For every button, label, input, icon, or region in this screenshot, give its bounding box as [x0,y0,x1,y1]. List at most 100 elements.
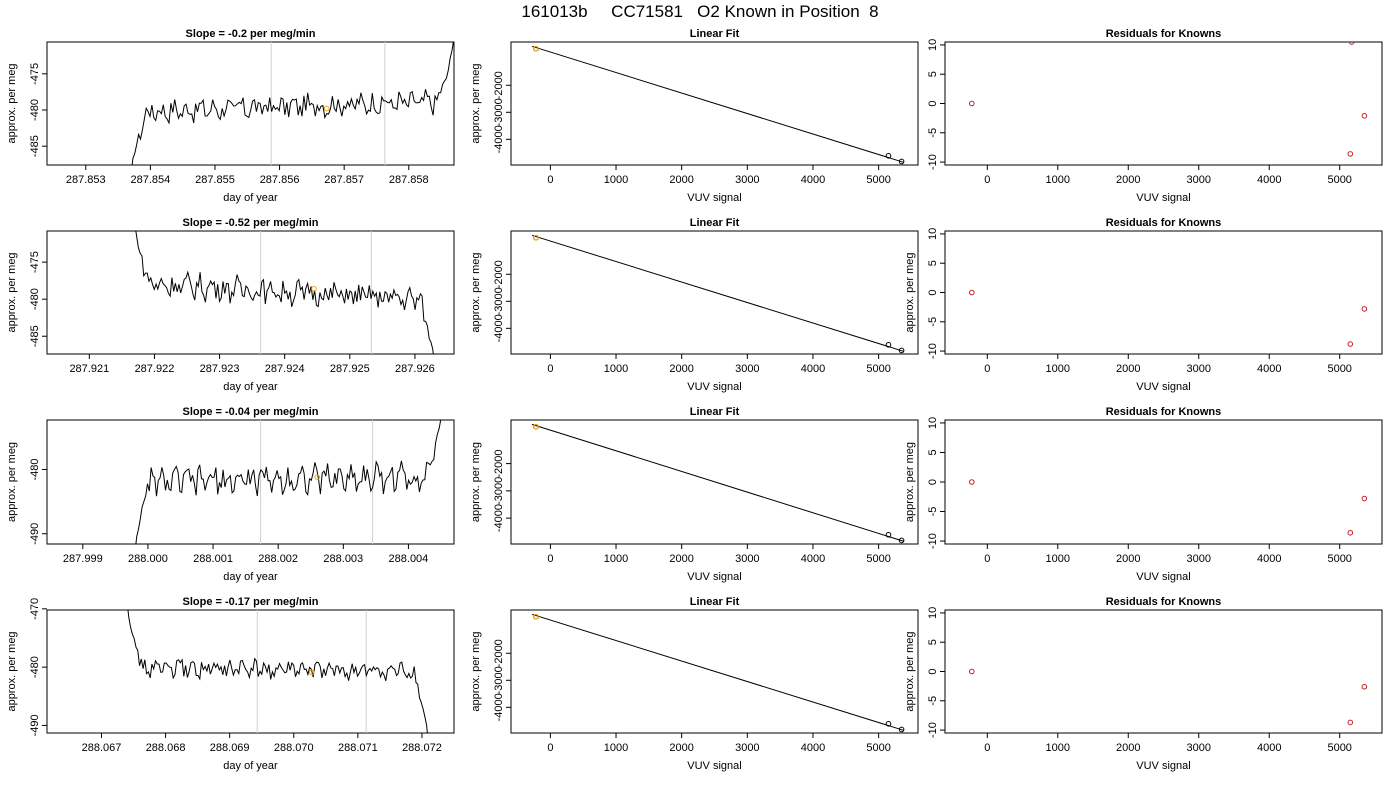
panel-title: Linear Fit [690,217,740,229]
x-tick-label: 288.004 [389,553,429,565]
y-axis-label: approx. per meg [470,63,482,143]
x-tick-label: 288.001 [193,553,233,565]
x-tick-label: 287.854 [130,174,170,186]
x-axis-label: VUV signal [687,192,741,204]
residual-point [968,100,975,107]
y-tick-label: -4000 [493,125,505,153]
y-tick-label: 0 [927,289,939,295]
plot-area [968,479,1368,536]
x-tick-label: 287.924 [265,363,305,375]
panel-title: Linear Fit [690,406,740,418]
x-tick-label: 287.923 [200,363,240,375]
y-tick-label: 10 [927,39,939,51]
x-tick-label: 0 [984,363,990,375]
x-tick-label: 2000 [1116,363,1140,375]
x-tick-label: 3000 [735,363,759,375]
y-axis-label: approx. per meg [470,442,482,522]
data-point [885,153,892,159]
x-tick-label: 5000 [866,363,890,375]
data-point [885,531,892,538]
x-axis-label: VUV signal [1136,760,1190,772]
highlight-point [533,613,539,620]
x-tick-label: 1000 [604,553,628,565]
x-tick-label: 1000 [604,363,628,375]
x-tick-label: 288.003 [323,553,363,565]
x-tick-label: 4000 [801,553,825,565]
plot-frame [46,609,455,734]
x-tick-label: 287.922 [135,363,175,375]
panel-title: Linear Fit [690,28,740,40]
panel-2-2: Linear Fit 0 1000 2000 3000 4000 5000 -2000-300… [470,217,919,393]
fit-line [531,45,904,163]
plot-frame [510,609,919,734]
residual-point [968,479,975,485]
residual-point [968,668,975,675]
data-point [885,342,892,348]
fit-line [531,423,904,542]
panel-title: Residuals for Knowns [1106,28,1222,40]
y-tick-label: 10 [927,607,939,619]
panel-title: Residuals for Knowns [1106,406,1222,418]
plot-area [968,668,1368,726]
x-tick-label: 4000 [801,174,825,186]
x-tick-label: 5000 [866,742,890,754]
x-tick-label: 0 [547,553,553,565]
highlight-point [533,234,539,241]
y-axis-label: approx. per meg [904,252,916,332]
panel-4-2: Linear Fit 0 1000 2000 3000 4000 5000 -2000-300… [470,596,919,772]
panel-title: Slope = -0.52 per meg/min [182,217,318,229]
residual-point [1347,719,1354,726]
x-tick-label: 0 [984,553,990,565]
residual-point [1361,683,1368,690]
x-tick-label: 2000 [1116,742,1140,754]
panel-title: Linear Fit [690,596,740,608]
y-tick-label: -480 [29,458,41,480]
x-axis-label: day of year [223,381,278,393]
mean-marker [311,285,317,292]
x-tick-label: 5000 [1327,174,1351,186]
y-tick-label: -480 [29,99,41,121]
x-tick-label: 287.926 [395,363,435,375]
panel-2-3: Residuals for Knowns 0 1000 2000 3000 4000 500… [904,217,1383,393]
x-tick-label: 288.070 [274,742,314,754]
x-tick-label: 5000 [1327,742,1351,754]
y-tick-label: 10 [927,417,939,429]
x-tick-label: 288.071 [338,742,378,754]
panel-title: Residuals for Knowns [1106,217,1222,229]
x-tick-label: 3000 [735,174,759,186]
y-tick-label: 5 [927,449,939,455]
plot-frame [944,419,1383,545]
data-point [898,347,905,354]
fit-line [531,613,904,731]
panel-2-1: Slope = -0.52 per meg/min 287.921 287.922 2… [6,217,455,393]
y-tick-label: -5 [927,507,939,517]
y-tick-label: -470 [29,598,41,620]
y-tick-label: -480 [29,656,41,678]
x-tick-label: 5000 [1327,553,1351,565]
panel-1-2: Linear Fit 0 1000 2000 3000 4000 5000 -2000-300… [470,28,919,204]
y-axis-label: approx. per meg [904,631,916,711]
x-axis-label: day of year [223,571,278,583]
x-axis-label: VUV signal [687,381,741,393]
fit-line [531,234,904,352]
x-tick-label: 0 [984,174,990,186]
y-tick-label: -5 [927,317,939,327]
residual-point [968,289,975,296]
x-tick-label: 287.853 [66,174,106,186]
y-tick-label: 5 [927,260,939,266]
y-tick-label: -10 [927,722,939,738]
mean-marker [323,105,330,112]
y-tick-label: -2000 [493,260,505,288]
y-axis-label: approx. per meg [470,252,482,332]
plot-frame [46,230,455,355]
residual-point [1347,151,1354,157]
panel-1-3: Residuals for Knowns 0 1000 2000 3000 4000 500… [927,28,1383,204]
x-axis-label: VUV signal [687,571,741,583]
plot-frame [46,419,455,545]
x-tick-label: 3000 [1186,363,1210,375]
x-tick-label: 288.069 [210,742,250,754]
x-tick-label: 3000 [1186,742,1210,754]
y-tick-label: -3000 [493,98,505,126]
x-tick-label: 287.856 [260,174,300,186]
